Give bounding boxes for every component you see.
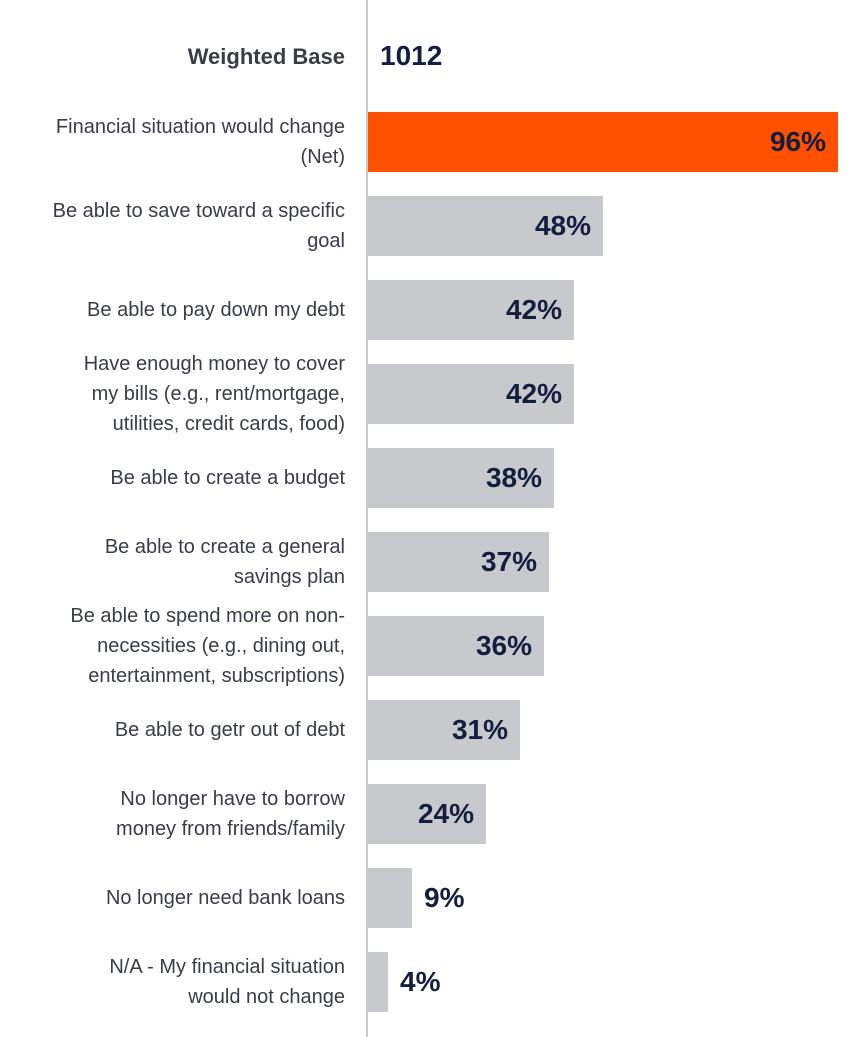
bar-value-label: 96%	[769, 126, 826, 157]
bar-value-label: 4%	[400, 966, 441, 997]
category-label-line: would not change	[188, 986, 345, 1008]
category-label: Be able to create a budget	[5, 463, 345, 493]
category-label: N/A - My financial situation would not ch…	[5, 952, 345, 1012]
category-label: Have enough money to cover my bills (e.g.…	[5, 349, 345, 439]
bar-value-label: 48%	[534, 210, 591, 241]
bar-value-label: 36%	[475, 630, 532, 661]
category-label-line: Be able to getr out of debt	[114, 719, 345, 741]
category-label-line: Be able to spend more on non-	[70, 605, 345, 627]
category-label-line: Financial situation would change	[55, 116, 345, 138]
category-label: No longer need bank loans	[5, 883, 345, 913]
bar-6	[368, 532, 549, 592]
weighted-base-label: Weighted Base	[187, 44, 345, 69]
bar-8	[368, 700, 520, 760]
category-label-line: Be able to save toward a specific	[52, 200, 345, 222]
bar-3	[368, 280, 574, 340]
category-label-line: utilities, credit cards, food)	[112, 413, 345, 435]
bar-2	[368, 196, 603, 256]
weighted-base-value: 1012	[380, 40, 443, 71]
category-label: Financial situation would change (Net)	[5, 112, 345, 172]
category-label-line: (Net)	[300, 146, 345, 168]
category-label-line: Be able to create a general	[104, 536, 345, 558]
bar-value-label: 9%	[424, 882, 465, 913]
bar-5	[368, 448, 554, 508]
category-label-line: Be able to pay down my debt	[87, 299, 345, 321]
category-label-line: money from friends/family	[116, 818, 345, 840]
category-label-line: necessities (e.g., dining out,	[97, 635, 345, 657]
category-label-line: savings plan	[233, 566, 345, 588]
category-label-line: entertainment, subscriptions)	[88, 665, 345, 687]
bar-value-label: 31%	[451, 714, 508, 745]
category-label-line: my bills (e.g., rent/mortgage,	[91, 383, 345, 405]
category-label: No longer have to borrow money from frien…	[5, 784, 345, 844]
category-label: Be able to create a general savings plan	[5, 532, 345, 592]
category-label: Be able to spend more on non-necessities…	[5, 601, 345, 691]
bar-1	[368, 112, 838, 172]
category-label-line: N/A - My financial situation	[109, 956, 345, 978]
bar-value-label: 37%	[480, 546, 537, 577]
category-label: Be able to getr out of debt	[5, 715, 345, 745]
bar-value-label: 38%	[485, 462, 542, 493]
bar-9	[368, 784, 486, 844]
bar-11	[368, 952, 388, 1012]
category-label-line: Be able to create a budget	[110, 467, 345, 489]
axis-line	[366, 0, 368, 1037]
category-label-line: goal	[307, 230, 345, 252]
bar-value-label: 24%	[417, 798, 474, 829]
bar-value-label: 42%	[505, 378, 562, 409]
category-label: Be able to save toward a specific goal	[5, 196, 345, 256]
bar-10	[368, 868, 412, 928]
category-label: Be able to pay down my debt	[5, 295, 345, 325]
bar-7	[368, 616, 544, 676]
category-label-line: No longer have to borrow	[120, 788, 345, 810]
bar-value-label: 42%	[505, 294, 562, 325]
bar-4	[368, 364, 574, 424]
category-label-line: Have enough money to cover	[83, 353, 345, 375]
category-label-line: No longer need bank loans	[105, 887, 345, 909]
